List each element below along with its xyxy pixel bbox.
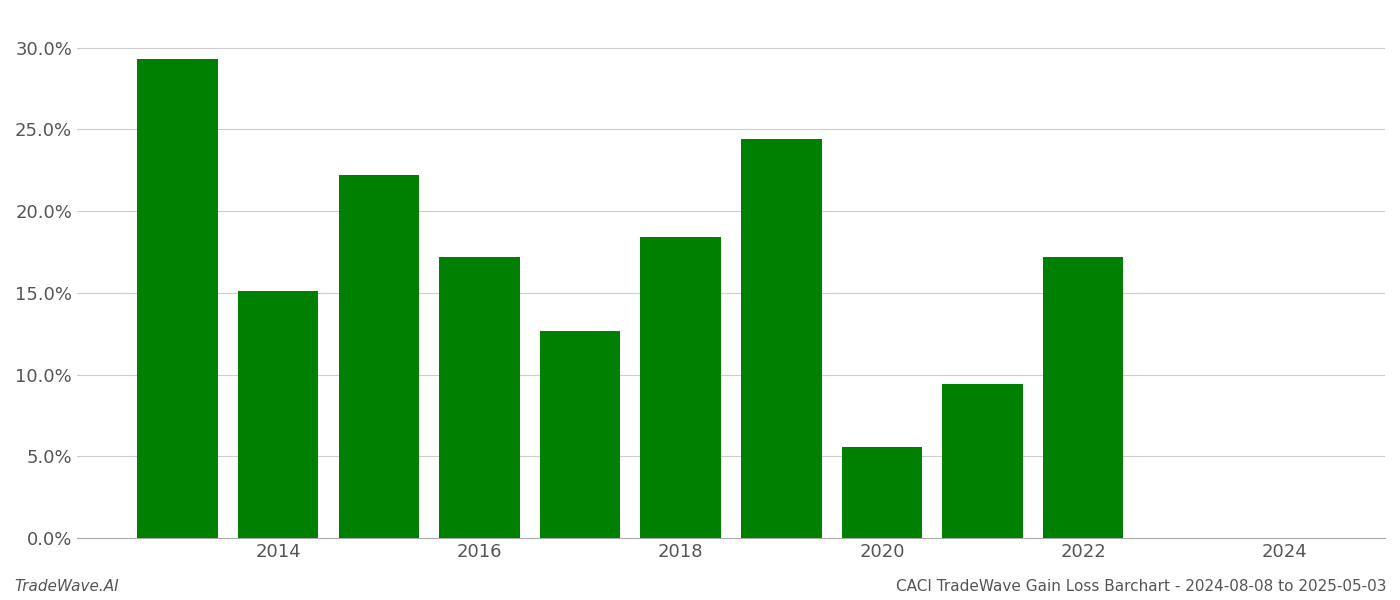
Bar [238, 291, 318, 538]
Bar [137, 59, 218, 538]
Bar [440, 257, 519, 538]
Text: CACI TradeWave Gain Loss Barchart - 2024-08-08 to 2025-05-03: CACI TradeWave Gain Loss Barchart - 2024… [896, 579, 1386, 594]
Bar [1043, 257, 1123, 538]
Bar [339, 175, 419, 538]
Bar [640, 238, 721, 538]
Bar [540, 331, 620, 538]
Bar [942, 385, 1023, 538]
Bar [841, 446, 923, 538]
Text: TradeWave.AI: TradeWave.AI [14, 579, 119, 594]
Bar [741, 139, 822, 538]
